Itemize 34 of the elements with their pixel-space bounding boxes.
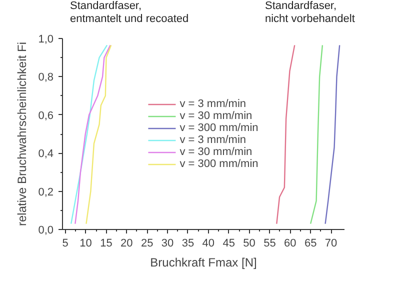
y-tick-label: 0,0 (38, 224, 54, 236)
text: Standardfaser, entmantelt und recoated (70, 0, 189, 26)
y-tick-label: 0,4 (38, 148, 54, 160)
x-tick-label: 5 (62, 238, 68, 250)
legend-label: v = 30 mm/min (180, 146, 252, 158)
line-series (324, 44, 340, 224)
legend-label: v = 3 mm/min (180, 134, 246, 146)
legend-label: v = 300 mm/min (180, 158, 258, 170)
y-tick-label: 0,8 (38, 72, 54, 84)
x-tick-label: 25 (140, 238, 154, 250)
line-series (276, 44, 296, 224)
y-tick-label: 0,2 (38, 186, 54, 198)
x-axis-title: Bruchkraft Fmax [N] (150, 256, 257, 270)
line-series (86, 44, 112, 224)
x-tick-label: 10 (80, 238, 92, 250)
x-tick-label: 40 (202, 238, 215, 250)
y-axis-title: relative Bruchwahrscheinlichkeit Fi (15, 42, 30, 226)
x-tick-label: 20 (120, 238, 133, 250)
legend-label: v = 3 mm/min (180, 98, 246, 110)
x-tick-label: 35 (182, 238, 194, 250)
text: Standardfaser, nicht vorbehandelt (265, 0, 355, 26)
y-tick-label: 1,0 (38, 34, 54, 46)
x-tick-label: 30 (161, 238, 174, 250)
legend-label: v = 30 mm/min (180, 110, 252, 122)
y-tick-label: 0,6 (38, 110, 54, 122)
line-series (310, 44, 324, 224)
x-tick-label: 50 (243, 238, 256, 250)
x-tick-label: 45 (222, 238, 235, 250)
legend-label: v = 300 mm/min (180, 122, 258, 134)
x-tick-label: 65 (304, 238, 317, 250)
x-tick-label: 55 (264, 238, 276, 250)
x-tick-label: 15 (100, 238, 112, 250)
x-tick-label: 70 (324, 238, 338, 250)
x-tick-label: 60 (284, 238, 296, 250)
